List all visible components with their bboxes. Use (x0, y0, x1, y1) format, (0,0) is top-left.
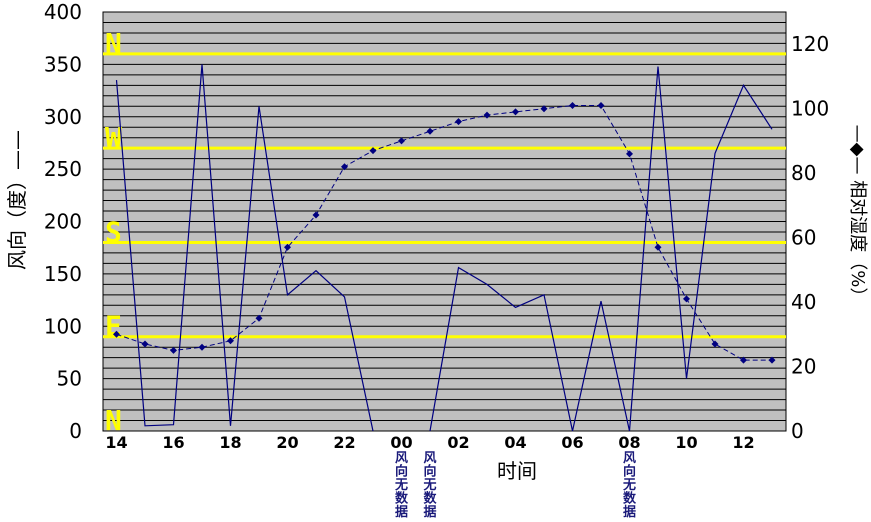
no-data-note: 风向无数据 (422, 451, 437, 520)
wind-direction-series (115, 64, 773, 432)
x-tick-label: 12 (732, 433, 754, 452)
x-tick-label: 08 (618, 433, 640, 452)
right-tick-label: 100 (791, 97, 829, 121)
humidity-point (341, 163, 348, 171)
humidity-point (170, 346, 177, 354)
left-tick-label: 350 (44, 52, 82, 76)
right-tick-label: 80 (791, 161, 816, 185)
humidity-point (141, 340, 149, 348)
x-tick-label: 18 (219, 433, 241, 452)
wind-line-segment (429, 66, 773, 432)
left-axis-ticks: 0 50 100 150 200 250 300 350 400 (44, 0, 82, 443)
direction-label: N (105, 404, 122, 437)
right-axis-ticks: 0 20 40 60 80 100 120 (791, 32, 829, 443)
right-tick-label: 120 (791, 32, 829, 56)
left-tick-label: 300 (44, 105, 82, 129)
left-tick-label: 0 (69, 419, 82, 443)
humidity-point (569, 101, 576, 109)
humidity-point (284, 243, 291, 251)
humidity-point (113, 330, 120, 338)
right-tick-label: 60 (791, 226, 816, 250)
x-tick-label: 02 (447, 433, 469, 452)
x-tick-label: 14 (105, 433, 127, 452)
right-tick-label: 20 (791, 355, 816, 379)
direction-lines (103, 52, 786, 339)
x-tick-label: 10 (675, 433, 697, 452)
humidity-point (255, 314, 263, 322)
humidity-point (740, 356, 747, 364)
x-tick-label: 06 (561, 433, 583, 452)
direction-label: N (105, 27, 122, 60)
no-data-note: 风向无数据 (394, 451, 409, 520)
x-tick-label: 20 (276, 433, 298, 452)
humidity-series (113, 101, 776, 364)
x-axis-ticks: 14 16 18 20 22 00 02 04 06 08 10 12 (105, 433, 754, 452)
direction-label: S (105, 215, 122, 248)
right-axis-title: —◆— 相对湿度（%） (847, 125, 868, 306)
left-tick-label: 150 (44, 262, 82, 286)
x-tick-label: 16 (162, 433, 184, 452)
humidity-point (683, 295, 690, 303)
humidity-point (426, 127, 434, 135)
humidity-point (369, 147, 377, 155)
x-tick-label: 00 (390, 433, 412, 452)
direction-label: W (105, 121, 122, 154)
humidity-point (654, 243, 662, 251)
left-tick-label: 400 (44, 0, 82, 24)
humidity-point (512, 108, 519, 116)
humidity-point (227, 337, 234, 345)
x-tick-label: 22 (333, 433, 355, 452)
left-axis-title: 风向（度）—— (5, 130, 29, 270)
left-tick-label: 200 (44, 210, 82, 234)
humidity-point (455, 118, 462, 126)
left-tick-label: 50 (57, 367, 82, 391)
right-tick-label: 40 (791, 290, 816, 314)
humidity-point (483, 111, 491, 119)
left-tick-label: 100 (44, 314, 82, 338)
humidity-point (711, 340, 719, 348)
humidity-point (540, 105, 548, 113)
left-tick-label: 250 (44, 157, 82, 181)
x-axis-title: 时间 (497, 459, 537, 483)
direction-label: E (105, 310, 122, 343)
x-tick-label: 04 (504, 433, 526, 452)
humidity-line (116, 105, 772, 361)
humidity-point (768, 356, 776, 364)
humidity-point (597, 101, 605, 109)
humidity-point (312, 211, 320, 219)
no-data-note: 风向无数据 (622, 451, 637, 520)
humidity-point (398, 137, 405, 145)
right-tick-label: 0 (791, 419, 804, 443)
humidity-point (626, 150, 633, 158)
wind-line-segment (115, 64, 374, 432)
humidity-point (198, 343, 206, 351)
